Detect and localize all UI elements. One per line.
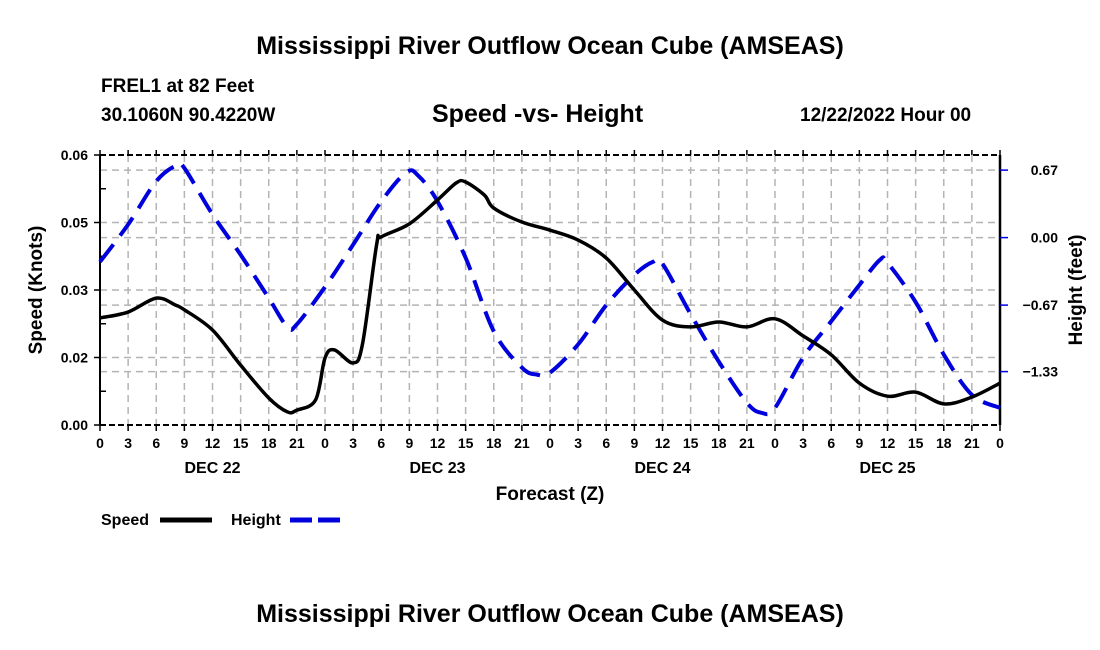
x-tick-label: 6 [827, 435, 835, 451]
x-tick-label: 15 [233, 435, 249, 451]
x-tick-label: 21 [289, 435, 305, 451]
y2-tick-label: 0.00 [1031, 230, 1058, 246]
x-tick-label: 18 [936, 435, 952, 451]
date-label: DEC 22 [184, 460, 240, 477]
x-tick-label: 15 [458, 435, 474, 451]
x-tick-label: 15 [908, 435, 924, 451]
x-tick-label: 21 [964, 435, 980, 451]
x-tick-label: 0 [546, 435, 554, 451]
series-line-height [98, 160, 1001, 417]
x-tick-label: 0 [771, 435, 779, 451]
y-axis-label: Speed (Knots) [26, 226, 47, 355]
y2-tick-label: −1.33 [1023, 364, 1059, 380]
coordinates-label: 30.1060N 90.4220W [101, 105, 276, 126]
x-tick-label: 9 [405, 435, 413, 451]
y2-tick-label: −0.67 [1023, 297, 1059, 313]
x-tick-label: 0 [96, 435, 104, 451]
forecast-datetime: 12/22/2022 Hour 00 [800, 105, 972, 126]
x-tick-label: 15 [683, 435, 699, 451]
y-tick-label: 0.06 [61, 147, 88, 163]
x-tick-label: 6 [602, 435, 610, 451]
x-tick-label: 6 [377, 435, 385, 451]
x-tick-label: 21 [514, 435, 530, 451]
x-tick-label: 18 [486, 435, 502, 451]
y-tick-label: 0.02 [61, 350, 88, 366]
legend-label-height: Height [231, 512, 281, 529]
x-tick-label: 9 [855, 435, 863, 451]
chart-subtitle: Speed -vs- Height [432, 100, 644, 128]
series-line-speed [99, 178, 1001, 415]
x-tick-label: 0 [996, 435, 1004, 451]
x-tick-label: 3 [349, 435, 357, 451]
x-tick-label: 0 [321, 435, 329, 451]
y2-axis-label: Height (feet) [1066, 235, 1087, 346]
footer-title: Mississippi River Outflow Ocean Cube (AM… [256, 600, 844, 628]
x-tick-label: 3 [124, 435, 132, 451]
x-tick-label: 6 [152, 435, 160, 451]
legend-label-speed: Speed [101, 512, 149, 529]
x-tick-label: 18 [261, 435, 277, 451]
x-tick-label: 12 [655, 435, 671, 451]
x-tick-label: 12 [205, 435, 221, 451]
chart-title: Mississippi River Outflow Ocean Cube (AM… [256, 32, 844, 60]
x-tick-label: 9 [180, 435, 188, 451]
x-tick-label: 21 [739, 435, 755, 451]
x-tick-label: 9 [630, 435, 638, 451]
x-tick-label: 18 [711, 435, 727, 451]
station-label: FREL1 at 82 Feet [101, 76, 255, 97]
x-tick-label: 3 [799, 435, 807, 451]
date-label: DEC 24 [634, 460, 690, 477]
y-tick-label: 0.00 [61, 417, 88, 433]
x-tick-label: 12 [880, 435, 896, 451]
x-tick-label: 3 [574, 435, 582, 451]
y-tick-label: 0.03 [61, 282, 88, 298]
x-axis-label: Forecast (Z) [496, 484, 605, 505]
date-label: DEC 23 [409, 460, 465, 477]
y-tick-label: 0.05 [61, 215, 88, 231]
x-tick-label: 12 [430, 435, 446, 451]
date-label: DEC 25 [859, 460, 915, 477]
y2-tick-label: 0.67 [1031, 162, 1058, 178]
